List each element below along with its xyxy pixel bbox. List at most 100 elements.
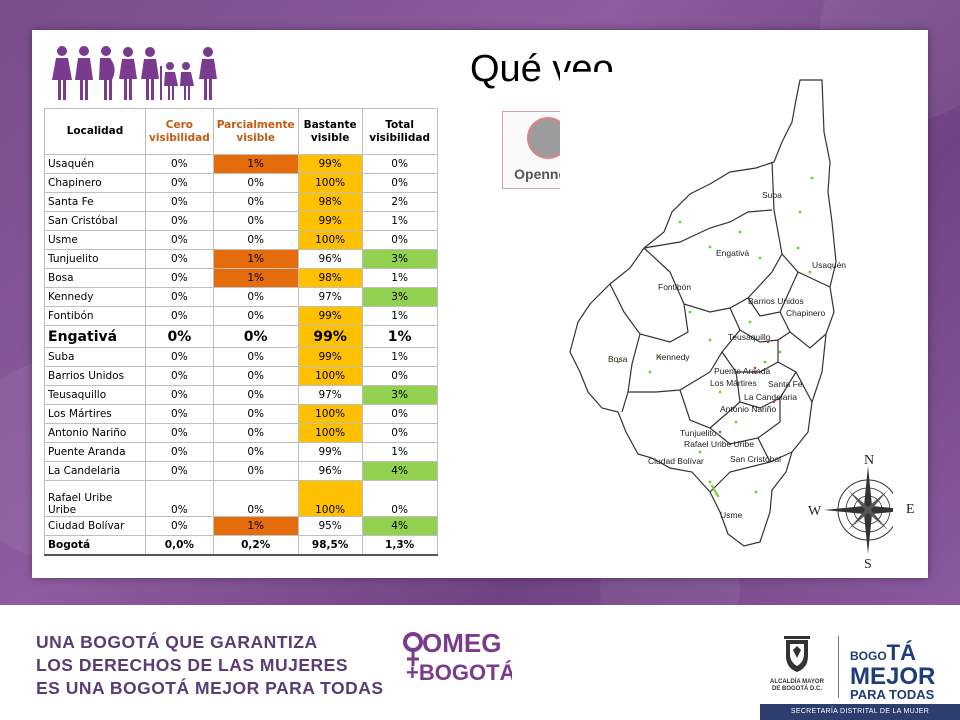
compass-south: S: [864, 557, 872, 572]
cell-parcial: 0%: [212, 404, 299, 424]
cell-bastante: 100%: [297, 480, 363, 517]
green-points: [616, 176, 814, 498]
header-parcialmente-visible: Parcialmente visible: [212, 108, 299, 155]
cell-bastante: 98%: [297, 268, 363, 288]
table-row: Ciudad Bolívar 0% 1% 95% 4%: [44, 516, 438, 536]
cell-total: 0%: [361, 366, 438, 386]
cell-localidad: Puente Aranda: [44, 442, 146, 462]
table-row: San Cristóbal 0% 0% 99% 1%: [44, 211, 438, 231]
cell-parcial: 1%: [212, 249, 299, 269]
cell-parcial: 0%: [212, 366, 299, 386]
cell-total: 3%: [361, 249, 438, 269]
cell-parcial: 1%: [212, 154, 299, 174]
cell-localidad: Usaquén: [44, 154, 146, 174]
cell-bastante: 100%: [297, 173, 363, 193]
table-row: Suba 0% 0% 99% 1%: [44, 347, 438, 367]
map-label-rafael-uribe-uribe: Rafael Uribe Uribe: [684, 439, 754, 449]
cell-bastante: 99%: [297, 347, 363, 367]
cell-cero: 0%: [145, 461, 214, 481]
cell-bastante: 98,5%: [297, 535, 363, 556]
bogota-coat-of-arms-icon: [784, 636, 810, 672]
cell-parcial: 0%: [212, 287, 299, 307]
cell-cero: 0%: [145, 404, 214, 424]
table-row: Fontibón 0% 0% 99% 1%: [44, 306, 438, 326]
usme-boundary: [709, 461, 771, 493]
cell-bastante: 99%: [297, 442, 363, 462]
cell-bastante: 100%: [297, 230, 363, 250]
cell-cero: 0%: [145, 173, 214, 193]
map-label-usaquen: Usaquén: [812, 260, 846, 270]
cell-cero: 0%: [145, 423, 214, 443]
header-cero-visibilidad: Cero visibilidad: [145, 108, 214, 155]
girl-figure-icon: [164, 62, 178, 100]
header-total-visibilidad: Total visibilidad: [361, 108, 438, 155]
cell-parcial: 0%: [212, 347, 299, 367]
map-label-usme: Usme: [720, 510, 742, 520]
header-bastante-visible: Bastante visible: [297, 108, 363, 155]
cell-total: 3%: [361, 385, 438, 405]
table-row: Rafael Uribe Uribe 0% 0% 100% 0%: [44, 480, 438, 517]
compass-rose-icon: N S W: [808, 453, 893, 572]
cell-localidad: Engativá: [44, 325, 146, 348]
table-row: Santa Fe 0% 0% 98% 2%: [44, 192, 438, 212]
puente-aranda-boundary: [721, 340, 779, 373]
cell-cero: 0%: [145, 154, 214, 174]
chapinero-boundary: [779, 311, 827, 349]
cell-bastante: 96%: [297, 461, 363, 481]
cell-parcial: 0%: [212, 461, 299, 481]
omeg-bogota-logo: OMEG +BOGOTÁ: [403, 628, 512, 685]
bosa-boundary: [621, 391, 629, 413]
table-row: Puente Aranda 0% 0% 99% 1%: [44, 442, 438, 462]
cell-total: 4%: [361, 516, 438, 536]
cell-localidad: Teusaquillo: [44, 385, 146, 405]
cell-localidad: Barrios Unidos: [44, 366, 146, 386]
cell-localidad: Bogotá: [44, 535, 146, 556]
bogota-small-text: BOGO: [850, 649, 887, 663]
table-row: Tunjuelito 0% 1% 96% 3%: [44, 249, 438, 269]
cell-localidad: Suba: [44, 347, 146, 367]
cell-total: 0%: [361, 423, 438, 443]
table-row: Kennedy 0% 0% 97% 3%: [44, 287, 438, 307]
cell-parcial: 0%: [212, 442, 299, 462]
cell-localidad: Santa Fe: [44, 192, 146, 212]
cell-cero: 0%: [145, 325, 214, 348]
cell-parcial: 0%: [212, 385, 299, 405]
woman-figure-icon: [119, 47, 137, 100]
fontibon-boundary: [609, 283, 689, 343]
woman-figure-icon: [52, 46, 72, 100]
cell-total: 2%: [361, 192, 438, 212]
bogota-word: BOGOTÁ: [850, 640, 946, 666]
cell-parcial: 1%: [212, 516, 299, 536]
map-label-chapinero: Chapinero: [786, 308, 825, 318]
map-label-antonio-narino: Antonio Nariño: [720, 404, 777, 414]
cell-parcial: 0%: [212, 325, 299, 348]
cell-bastante: 97%: [297, 385, 363, 405]
table-row-highlighted: Engativá 0% 0% 99% 1%: [44, 325, 438, 348]
cell-bastante: 99%: [297, 154, 363, 174]
cell-total: 0%: [361, 480, 438, 517]
cell-total: 0%: [361, 154, 438, 174]
header-localidad: Localidad: [44, 108, 146, 155]
cell-parcial: 0%: [212, 480, 299, 517]
cell-localidad: Chapinero: [44, 173, 146, 193]
pregnant-woman-icon: [99, 46, 115, 100]
cell-bastante: 98%: [297, 192, 363, 212]
table-row: Los Mártires 0% 0% 100% 0%: [44, 404, 438, 424]
cell-cero: 0%: [145, 347, 214, 367]
cell-cero: 0%: [145, 480, 214, 517]
cell-total: 1%: [361, 325, 438, 348]
cell-bastante: 100%: [297, 366, 363, 386]
cell-localidad: Los Mártires: [44, 404, 146, 424]
cell-total: 1,3%: [361, 535, 438, 556]
logo-divider: [838, 636, 839, 698]
bogota-big-text: TÁ: [886, 640, 916, 665]
cell-bastante: 95%: [297, 516, 363, 536]
cell-bastante: 99%: [297, 211, 363, 231]
cell-parcial: 0%: [212, 211, 299, 231]
tunjuelito-boundary: [679, 389, 741, 429]
cell-total: 0%: [361, 230, 438, 250]
cell-localidad: Ciudad Bolívar: [44, 516, 146, 536]
footer-slogan: UNA BOGOTÁ QUE GARANTIZA LOS DERECHOS DE…: [36, 631, 384, 700]
city-boundary: [569, 79, 837, 547]
cell-parcial: 0%: [212, 230, 299, 250]
